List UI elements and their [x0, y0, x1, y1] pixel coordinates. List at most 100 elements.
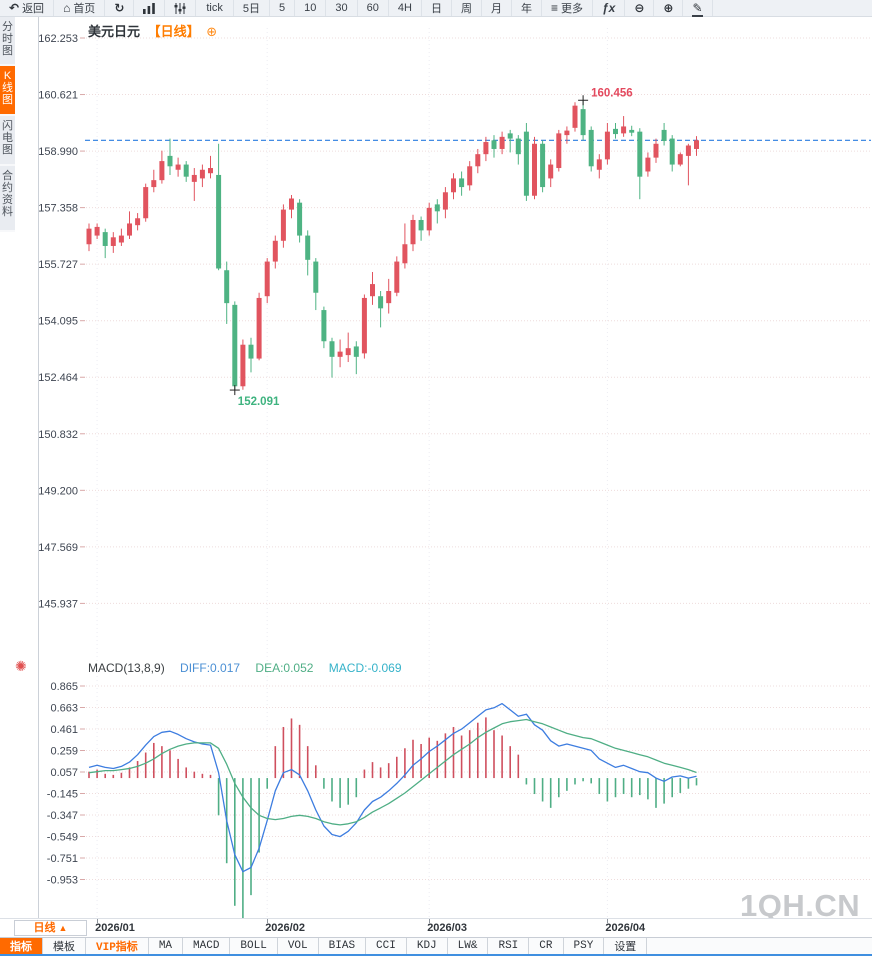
- month-tick: [267, 919, 269, 923]
- macd-histogram: [88, 717, 698, 928]
- dea-line: [88, 718, 697, 826]
- toolbar-fx-label: ƒx: [601, 1, 616, 15]
- toolbar-period-5d-label: 5日: [242, 3, 260, 15]
- toolbar-period-10-label: 10: [304, 2, 317, 14]
- indicator-rsi-button[interactable]: RSI: [488, 938, 530, 954]
- indicator-vip-indicator-button[interactable]: VIP指标: [86, 938, 149, 954]
- toolbar-period-60-label: 60: [366, 2, 379, 14]
- x-axis-month-label: 2026/03: [427, 922, 467, 934]
- indicator-vol-button[interactable]: VOL: [278, 938, 319, 954]
- indicator-settings-button[interactable]: 设置: [604, 938, 648, 954]
- high-price-annotation: 160.456: [591, 87, 633, 99]
- toolbar-period-day[interactable]: 日: [422, 0, 452, 16]
- low-price-annotation: 152.091: [238, 396, 280, 408]
- bar-chart-icon: [143, 2, 156, 14]
- price-axis-label: 149.200: [38, 485, 78, 497]
- toolbar-home[interactable]: ⌂ 首页: [54, 0, 106, 16]
- toolbar-period-60[interactable]: 60: [358, 0, 389, 16]
- chart-type-sidebar: 分时图 K线图 闪电图 合约资料: [0, 17, 15, 232]
- circle-minus-icon: ⊖: [634, 1, 645, 15]
- indicator-ma-button[interactable]: MA: [149, 938, 184, 954]
- price-axis-label: 162.253: [38, 33, 78, 45]
- price-axis-label: 152.464: [38, 372, 78, 384]
- toolbar-period-4h-label: 4H: [397, 2, 412, 14]
- macd-macd-value: MACD:-0.069: [328, 661, 402, 675]
- price-axis-label: 145.937: [38, 598, 78, 610]
- toolbar-period-year-label: 年: [520, 3, 532, 15]
- indicator-template-button[interactable]: 模板: [43, 938, 86, 954]
- circle-plus-icon[interactable]: ⊕: [206, 24, 218, 39]
- bottom-accent-strip: [0, 954, 872, 956]
- toolbar-more[interactable]: ≡ 更多: [542, 0, 593, 16]
- macd-axis-label: 0.259: [50, 746, 78, 758]
- macd-grid: [80, 685, 870, 880]
- chart-title: 美元日元 【日线】 ⊕: [88, 21, 217, 40]
- x-axis-month-label: 2026/04: [605, 922, 646, 934]
- indicator-indicator-button[interactable]: 指标: [0, 938, 43, 954]
- x-axis-month-label: 2026/01: [95, 922, 135, 934]
- toolbar-period-year[interactable]: 年: [512, 0, 542, 16]
- symbol-name: 美元日元: [88, 24, 141, 39]
- toolbar-period-5d[interactable]: 5日: [234, 0, 270, 16]
- triangle-up-icon: ▲: [58, 923, 68, 933]
- indicator-macd-button[interactable]: MACD: [183, 938, 231, 954]
- toolbar-period-week[interactable]: 周: [452, 0, 482, 16]
- toolbar-period-5[interactable]: 5: [270, 0, 296, 16]
- indicator-kdj-button[interactable]: KDJ: [407, 938, 448, 954]
- macd-params-label[interactable]: MACD(13,8,9): [88, 661, 165, 675]
- refresh-arrow-icon: ↻: [114, 1, 125, 15]
- indicator-bar: 指标 模板 VIP指标 MA MACD BOLL VOL BIAS CCI KDJ LW& RSI CR…: [0, 937, 872, 954]
- toolbar-period-30-label: 30: [335, 2, 348, 14]
- month-tick: [429, 919, 431, 923]
- macd-axis-label: 0.865: [50, 681, 78, 693]
- price-axis-label: 158.990: [38, 146, 78, 158]
- indicator-boll-button[interactable]: BOLL: [230, 938, 278, 954]
- crosshair-mark: [578, 95, 589, 106]
- top-toolbar: ↶ 返回 ⌂ 首页 ↻ tick 5日 5 10 30 60 4H 日周月年 ≡ 更多 ƒx ⊖ ⊕ ✎: [0, 0, 872, 17]
- macd-axis-label: -0.145: [47, 789, 78, 801]
- house-icon: ⌂: [63, 1, 71, 15]
- macd-axis-label: -0.347: [47, 810, 78, 822]
- sidebar-tab-kline-chart[interactable]: K线图: [0, 66, 15, 116]
- crosshair-mark: [229, 385, 240, 396]
- toolbar-zoom-out[interactable]: ⊖: [625, 0, 655, 16]
- x-axis-row: 日线 ▲ 2026/01 2026/02 2026/03 2026/04: [0, 918, 872, 937]
- toolbar-refresh[interactable]: ↻: [105, 0, 135, 16]
- toolbar-back-label: 返回: [22, 3, 45, 15]
- toolbar-tick[interactable]: tick: [196, 0, 234, 16]
- period-selector[interactable]: 日线 ▲: [14, 920, 87, 936]
- toolbar-chart-bars[interactable]: [134, 0, 166, 16]
- macd-header: MACD(13,8,9) DIFF:0.017 DEA:0.052 MACD:-…: [88, 661, 414, 675]
- candles: [86, 100, 699, 391]
- month-tick: [607, 919, 609, 923]
- undo-arrow-icon: ↶: [9, 1, 20, 15]
- toolbar-draw[interactable]: ✎: [683, 0, 713, 17]
- sidebar-tab-contract-info[interactable]: 合约资料: [0, 166, 15, 232]
- x-axis-month-label: 2026/02: [265, 922, 305, 934]
- price-axis-label: 154.095: [38, 316, 78, 328]
- price-axis-label: 150.832: [38, 429, 78, 441]
- indicator-psy-button[interactable]: PSY: [564, 938, 605, 954]
- toolbar-zoom-in[interactable]: ⊕: [654, 0, 684, 16]
- month-tick: [97, 919, 99, 923]
- sidebar-tab-flash-chart[interactable]: 闪电图: [0, 116, 15, 166]
- toolbar-back[interactable]: ↶ 返回: [0, 0, 55, 16]
- indicator-settings-icon[interactable]: ✺: [15, 658, 27, 674]
- toolbar-period-month-label: 月: [490, 3, 502, 15]
- watermark: 1QH.CN: [740, 888, 861, 923]
- indicator-bias-button[interactable]: BIAS: [319, 938, 367, 954]
- toolbar-indicator-sliders[interactable]: [165, 0, 197, 16]
- indicator-lwr-button[interactable]: LW&: [448, 938, 489, 954]
- toolbar-period-4h[interactable]: 4H: [389, 0, 422, 16]
- indicator-cci-button[interactable]: CCI: [366, 938, 407, 954]
- toolbar-fx[interactable]: ƒx: [593, 0, 626, 16]
- toolbar-period-30[interactable]: 30: [326, 0, 358, 16]
- price-axis-label: 155.727: [38, 259, 78, 271]
- sidebar-tab-time-chart[interactable]: 分时图: [0, 17, 15, 66]
- toolbar-period-10[interactable]: 10: [295, 0, 327, 16]
- toolbar-period-month[interactable]: 月: [482, 0, 512, 16]
- indicator-cr-button[interactable]: CR: [529, 938, 564, 954]
- toolbar-period-5-label: 5: [279, 2, 286, 14]
- macd-axis-label: -0.751: [47, 853, 78, 865]
